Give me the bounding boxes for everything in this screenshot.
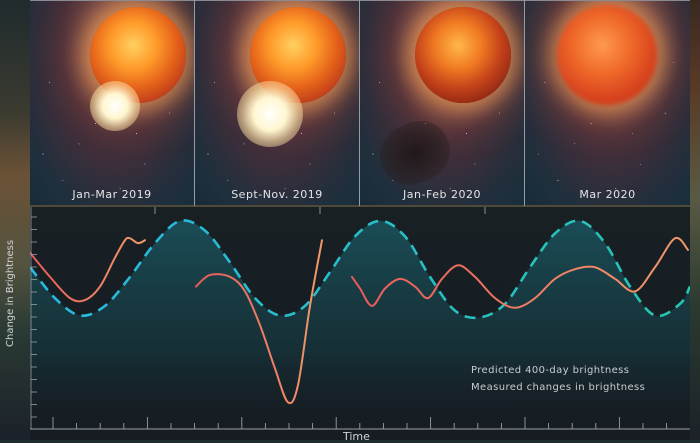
panel-mar-2020: Mar 2020 [525, 1, 690, 205]
panel-jan-feb-2020: Jan-Feb 2020 [360, 1, 524, 205]
panel-jan-mar-2019: Jan-Mar 2019 [30, 1, 194, 205]
measured-brightness-line-segment [30, 236, 146, 303]
panel-label: Mar 2020 [579, 188, 636, 201]
y-axis-label: Change in Brightness [5, 240, 19, 347]
panel-label: Sept-Nov. 2019 [231, 188, 323, 201]
solid-line-swatch-icon [405, 386, 457, 389]
measured-brightness-line-segment [195, 239, 323, 405]
left-border-background [0, 0, 30, 440]
bright-outflow-flare [90, 81, 140, 131]
betelgeuse-panels: Jan-Mar 2019 Sept-Nov. 2019 Jan-Feb 2020… [30, 0, 690, 207]
panel-label: Jan-Feb 2020 [403, 188, 481, 201]
dimmed-red-supergiant-star [415, 7, 511, 103]
legend-label: Predicted 400-day brightness [471, 365, 630, 376]
measured-brightness-line-segment [351, 236, 689, 309]
predicted-area-fill [30, 220, 690, 440]
chart-legend: Predicted 400-day brightness Measured ch… [405, 362, 645, 396]
red-supergiant-star [557, 5, 657, 105]
chart-plot-area [30, 207, 690, 440]
legend-item-predicted: Predicted 400-day brightness [405, 362, 645, 379]
panel-sept-nov-2019: Sept-Nov. 2019 [195, 1, 359, 205]
panel-divider [194, 0, 195, 206]
legend-label: Measured changes in brightness [471, 382, 646, 393]
panel-top-border [30, 0, 690, 1]
right-border-background [690, 0, 700, 440]
panel-divider [359, 0, 360, 206]
panel-label: Jan-Mar 2019 [72, 188, 152, 201]
dashed-line-swatch-icon [405, 369, 457, 372]
legend-item-measured: Measured changes in brightness [405, 379, 645, 396]
panel-divider [524, 0, 525, 206]
x-axis-label: Time [343, 430, 370, 443]
brightness-chart [30, 207, 690, 440]
plasma-ejection-flare [237, 81, 303, 147]
